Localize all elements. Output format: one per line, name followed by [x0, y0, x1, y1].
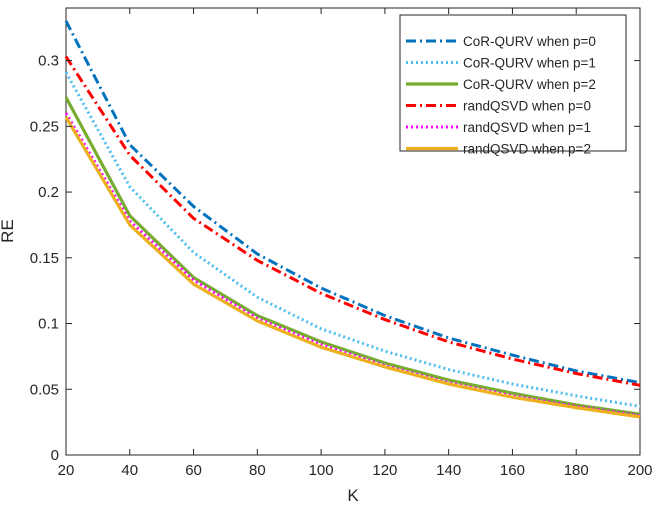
series-line-randqsvd-when-p-2 — [64, 116, 641, 419]
legend-label-randqsvd-when-p-0: randQSVD when p=0 — [463, 99, 591, 114]
legend-label-randqsvd-when-p-2: randQSVD when p=2 — [463, 142, 591, 157]
series-line-randqsvd-when-p-0 — [64, 55, 641, 387]
y-tick-label: 0.05 — [30, 381, 59, 398]
x-tick-label: 160 — [500, 462, 525, 479]
x-tick-label: 80 — [249, 462, 266, 479]
x-tick-label: 60 — [185, 462, 202, 479]
y-tick-label: 0.3 — [38, 53, 59, 70]
y-tick-label: 0 — [51, 447, 59, 464]
x-tick-label: 140 — [436, 462, 461, 479]
legend: CoR-QURV when p=0 CoR-QURV when p=1 CoR-QU… — [399, 14, 627, 157]
x-axis-label: K — [347, 486, 359, 505]
series-line-cor-qurv-when-p-2 — [64, 96, 641, 416]
x-tick-label: 100 — [309, 462, 334, 479]
x-tick-label: 120 — [372, 462, 397, 479]
series-line-cor-qurv-when-p-1 — [64, 71, 641, 408]
y-tick-label: 0.25 — [30, 118, 59, 135]
series-layer — [64, 20, 641, 419]
legend-label-cor-qurv-when-p-1: CoR-QURV when p=1 — [463, 56, 596, 71]
x-tick-label: 200 — [627, 462, 652, 479]
legend-label-cor-qurv-when-p-2: CoR-QURV when p=2 — [463, 77, 596, 92]
y-axis-label: RE — [0, 219, 17, 243]
legend-label-cor-qurv-when-p-0: CoR-QURV when p=0 — [463, 34, 596, 49]
y-tick-label: 0.2 — [38, 184, 59, 201]
series-line-cor-qurv-when-p-0 — [64, 20, 641, 385]
y-tick-label: 0.15 — [30, 250, 59, 267]
x-tick-label: 40 — [121, 462, 138, 479]
tick-label-layer: 20 40 60 80 100 120 140 160 180 200 0 0.05 0.1 0.15 0.… — [30, 53, 653, 479]
ticks-layer — [65, 8, 641, 456]
y-tick-label: 0.1 — [38, 316, 59, 333]
x-tick-label: 20 — [58, 462, 75, 479]
legend-label-randqsvd-when-p-1: randQSVD when p=1 — [463, 120, 591, 135]
x-tick-label: 180 — [564, 462, 589, 479]
